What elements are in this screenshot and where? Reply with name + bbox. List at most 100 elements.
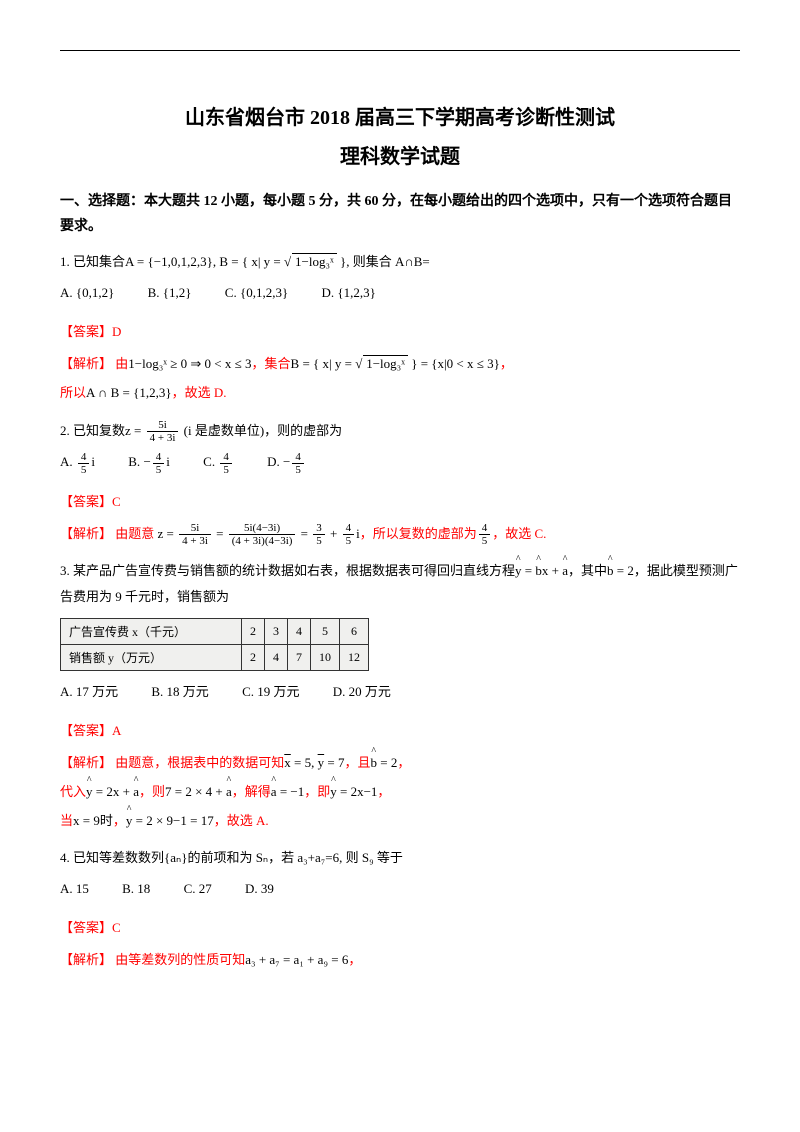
fraction-icon: 5i(4−3i)(4 + 3i)(4−3i)	[229, 522, 296, 547]
q1-ex-e2: B = { x| y =	[291, 356, 356, 371]
fraction-icon: 45	[343, 522, 355, 547]
q3-opt-b: B. 18 万元	[151, 679, 208, 705]
q2-opt-b: B. −45i	[128, 449, 170, 476]
q2-z: z =	[125, 423, 145, 438]
q2-num: 5i	[147, 419, 179, 432]
q4-seq: {aₙ}	[164, 850, 187, 865]
table-cell: 2	[242, 645, 265, 671]
table-cell: 4	[288, 619, 311, 645]
sqrt-icon: 1−log₃ˣ	[355, 350, 408, 379]
q1-ex-e1: 1−log₃ˣ ≥ 0 ⇒ 0 < x ≤ 3	[128, 356, 251, 371]
q4-opt-c: C. 27	[184, 876, 212, 902]
q1-ex-e2c: } = {x|0 < x ≤ 3}	[408, 356, 500, 371]
q3-ex-t3: ，	[397, 755, 410, 770]
q3-ex-t6: ，即	[304, 784, 330, 799]
q3-explain: 【解析】 由题意，根据表中的数据可知x = 5, y = 7，且b = 2， 代…	[60, 749, 740, 835]
fraction-icon: 45	[479, 522, 491, 547]
sqrt-icon: 1−log₃ˣ	[284, 249, 337, 275]
q1-ex-l2: 所以	[60, 385, 86, 400]
table-row-label: 销售额 y（万元）	[61, 645, 242, 671]
q2-ex-t2: ，所以复数的虚部为	[360, 526, 477, 541]
table-row: 广告宣传费 x（千元） 2 3 4 5 6	[61, 619, 369, 645]
q1-ex-e3: A ∩ B = {1,2,3}	[86, 385, 172, 400]
q3-text2: ，其中	[568, 563, 607, 578]
fraction-icon: 5i4 + 3i	[179, 522, 211, 547]
explain-label: 【解析】	[60, 526, 115, 541]
q1-prefix: 1.	[60, 254, 70, 269]
section-header: 一、选择题：本大题共 12 小题，每小题 5 分，共 60 分，在每小题给出的四…	[60, 189, 740, 239]
q2-prefix: 2.	[60, 423, 70, 438]
q3-ex-l3a: 当	[60, 813, 73, 828]
q1-opt-c: C. {0,1,2,3}	[225, 280, 288, 306]
subtitle: 理科数学试题	[60, 140, 740, 169]
q3-prefix: 3.	[60, 563, 70, 578]
q3-ex-t9: ，故选 A.	[214, 813, 269, 828]
q4-opt-a: A. 15	[60, 876, 89, 902]
question-3: 3. 某产品广告宣传费与销售额的统计数据如右表，根据数据表可得回归直线方程y =…	[60, 558, 740, 610]
q2-opt-d: D. −45	[267, 449, 306, 476]
q3-options: A. 17 万元 B. 18 万元 C. 19 万元 D. 20 万元	[60, 679, 740, 705]
q4-answer: 【答案】C	[60, 915, 740, 941]
q4-text: 已知等差数数列	[73, 850, 164, 865]
q3-text: 某产品广告宣传费与销售额的统计数据如右表，根据数据表可得回归直线方程	[73, 563, 515, 578]
fraction-icon: 35	[313, 522, 325, 547]
page-content: 山东省烟台市 2018 届高三下学期高考诊断性测试 理科数学试题 一、选择题：本…	[0, 0, 800, 1015]
q1-options: A. {0,1,2} B. {1,2} C. {0,1,2,3} D. {1,2…	[60, 280, 740, 306]
q4-ex-t2: ，	[348, 952, 361, 967]
q2-ex-z: z =	[158, 526, 178, 541]
q2-ex-t1: 由题意	[115, 526, 154, 541]
q2-den: 4 + 3i	[147, 432, 179, 444]
explain-label: 【解析】	[60, 356, 115, 371]
table-cell: 7	[288, 645, 311, 671]
q1-answer: 【答案】D	[60, 319, 740, 345]
q3-ex-e7: x = 9时	[73, 813, 113, 828]
q3-opt-a: A. 17 万元	[60, 679, 118, 705]
q3-ex-l2a: 代入	[60, 784, 86, 799]
table-cell: 4	[265, 645, 288, 671]
q4-explain: 【解析】 由等差数列的性质可知a₃ + a₇ = a₁ + a₉ = 6，	[60, 946, 740, 975]
q3-ex-t4: ，则	[139, 784, 165, 799]
q1-ex-t2: ，集合	[252, 356, 291, 371]
q2-opt-c: C. 45	[203, 449, 234, 476]
q2-explain: 【解析】 由题意 z = 5i4 + 3i = 5i(4−3i)(4 + 3i)…	[60, 520, 740, 549]
q1-expr: 1−log₃ˣ	[292, 253, 337, 269]
header-rule	[60, 50, 740, 51]
q3-ex-t2: ，且	[344, 755, 370, 770]
q1-ex-t3: ，	[500, 356, 513, 371]
question-1: 1. 已知集合A = {−1,0,1,2,3}, B = { x| y = 1−…	[60, 249, 740, 275]
q4-prefix: 4.	[60, 850, 70, 865]
q1-ex-e2b: 1−log₃ˣ	[363, 355, 408, 371]
explain-label: 【解析】	[60, 755, 115, 770]
q2-text-before: 已知复数	[73, 423, 125, 438]
q3-ex-t5: ，解得	[232, 784, 271, 799]
q4-ex-t1: 由等差数列的性质可知	[115, 952, 245, 967]
q1-explain: 【解析】 由1−log₃ˣ ≥ 0 ⇒ 0 < x ≤ 3，集合B = { x|…	[60, 350, 740, 407]
q1-opt-a: A. {0,1,2}	[60, 280, 114, 306]
q3-answer: 【答案】A	[60, 718, 740, 744]
table-cell: 2	[242, 619, 265, 645]
question-2: 2. 已知复数z = 5i4 + 3i (i 是虚数单位)，则的虚部为	[60, 418, 740, 445]
q4-opt-b: B. 18	[122, 876, 150, 902]
q1-opt-d: D. {1,2,3}	[321, 280, 375, 306]
question-4: 4. 已知等差数数列{aₙ}的前项和为 Sₙ，若 a₃+a₇=6, 则 S₉ 等…	[60, 845, 740, 871]
q2-opt-a: A. 45i	[60, 449, 95, 476]
q4-ex-e1: a₃ + a₇ = a₁ + a₉ = 6	[245, 952, 348, 967]
q1-ex-t4: ，故选 D.	[172, 385, 227, 400]
q3-ex-t7: ，	[377, 784, 390, 799]
table-cell: 6	[340, 619, 369, 645]
fraction-icon: 5i4 + 3i	[147, 419, 179, 444]
main-title: 山东省烟台市 2018 届高三下学期高考诊断性测试	[60, 101, 740, 130]
q4-options: A. 15 B. 18 C. 27 D. 39	[60, 876, 740, 902]
q1-text-before: 已知集合	[73, 254, 125, 269]
table-row-label: 广告宣传费 x（千元）	[61, 619, 242, 645]
q2-options: A. 45i B. −45i C. 45 D. −45	[60, 449, 740, 476]
q1-set-a: A = {−1,0,1,2,3}, B = { x| y =	[125, 254, 284, 269]
q2-text-after: (i 是虚数单位)，则的虚部为	[180, 423, 342, 438]
q1-text-after: }, 则集合 A∩B=	[337, 254, 430, 269]
q1-opt-b: B. {1,2}	[148, 280, 192, 306]
table-cell: 12	[340, 645, 369, 671]
q4-opt-d: D. 39	[245, 876, 274, 902]
table-row: 销售额 y（万元） 2 4 7 10 12	[61, 645, 369, 671]
q3-opt-d: D. 20 万元	[333, 679, 391, 705]
q4-text2: 的前项和为 Sₙ，若 a₃+a₇=6, 则 S₉ 等于	[187, 850, 402, 865]
